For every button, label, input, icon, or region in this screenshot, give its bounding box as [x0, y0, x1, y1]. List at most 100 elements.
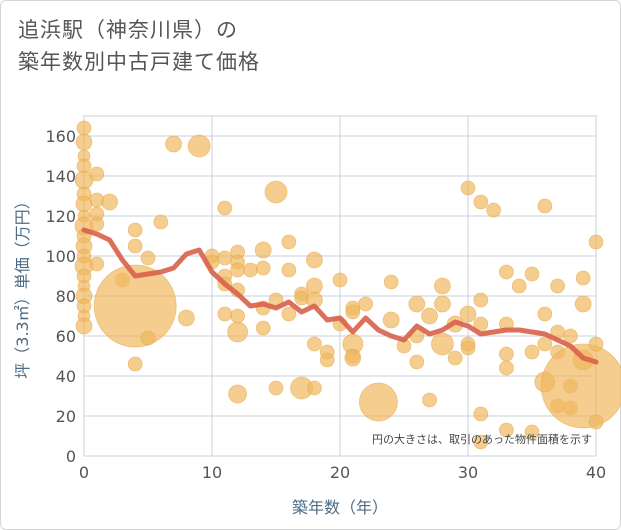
data-bubble — [165, 135, 183, 153]
y-tick-label: 140 — [45, 167, 76, 186]
data-bubble — [89, 216, 105, 232]
y-tick-label: 80 — [56, 287, 76, 306]
data-bubble — [89, 166, 105, 182]
y-tick-label: 0 — [66, 447, 76, 466]
x-tick-label: 10 — [202, 463, 222, 482]
data-bubble — [101, 193, 118, 211]
chart-title-line1: 追浜駅（神奈川県）の — [18, 18, 238, 42]
data-bubble — [217, 200, 233, 216]
data-bubble — [93, 264, 177, 348]
data-bubble — [588, 414, 604, 430]
data-bubble — [408, 295, 426, 313]
y-tick-label: 40 — [56, 367, 76, 386]
x-tick-label: 40 — [586, 463, 606, 482]
data-bubble — [153, 214, 169, 230]
grid-lines — [83, 115, 597, 457]
x-tick-label: 0 — [79, 463, 89, 482]
data-bubble — [575, 270, 591, 286]
data-bubble — [254, 241, 272, 259]
y-tick-label: 120 — [45, 207, 76, 226]
data-bubble — [588, 336, 604, 352]
data-bubble — [75, 133, 93, 151]
data-bubble — [430, 332, 454, 356]
trend-line-layer — [81, 227, 599, 365]
data-bubble — [421, 307, 439, 325]
data-bubble — [498, 346, 514, 362]
data-bubble — [255, 320, 271, 336]
data-bubble — [217, 306, 233, 322]
y-tick-label: 100 — [45, 247, 76, 266]
data-bubble — [540, 343, 621, 429]
data-bubble — [498, 264, 514, 280]
data-bubble — [281, 306, 297, 322]
data-bubble — [187, 134, 211, 158]
data-bubble — [409, 354, 425, 370]
bubble-size-note: 円の大きさは、取引のあった物件面積を示す — [372, 432, 592, 446]
data-bubble — [524, 266, 540, 282]
data-bubble — [344, 349, 362, 367]
data-bubble — [255, 260, 271, 276]
data-bubble — [473, 406, 489, 422]
data-bubble — [383, 274, 399, 290]
data-bubble — [140, 330, 156, 346]
y-tick-label: 60 — [56, 327, 76, 346]
x-tick-label: 30 — [458, 463, 478, 482]
data-bubble — [433, 295, 451, 313]
data-bubble — [358, 296, 374, 312]
data-bubble — [140, 250, 156, 266]
data-bubble — [574, 295, 592, 313]
data-bubble — [550, 278, 565, 294]
data-bubble — [433, 277, 451, 295]
bubble-layer — [74, 120, 621, 450]
data-bubble — [460, 340, 476, 356]
data-bubble — [127, 222, 143, 238]
data-bubble — [511, 278, 527, 294]
y-tick-label: 20 — [56, 407, 76, 426]
data-bubble — [358, 382, 398, 422]
data-bubble — [76, 120, 92, 136]
y-axis-title: 坪（3.3㎡）単価（万円） — [13, 193, 32, 378]
data-bubble — [524, 344, 540, 360]
x-tick-label: 20 — [330, 463, 350, 482]
data-bubble — [459, 305, 477, 323]
average-price-trend-line — [81, 227, 599, 365]
data-bubble — [264, 180, 288, 204]
data-bubble — [332, 272, 348, 288]
data-bubble — [473, 434, 489, 450]
data-bubble — [537, 198, 553, 214]
data-bubble — [306, 336, 322, 352]
x-axis-title: 築年数（年） — [292, 498, 388, 517]
data-bubble — [127, 356, 143, 372]
data-bubble — [306, 380, 322, 396]
data-bubble — [268, 380, 284, 396]
data-bubble — [89, 256, 105, 272]
data-bubble — [305, 251, 323, 269]
data-bubble — [460, 180, 476, 196]
data-bubble — [473, 194, 489, 210]
data-bubble — [227, 321, 249, 343]
data-bubble — [75, 317, 93, 335]
data-bubble — [447, 350, 463, 366]
data-bubble — [563, 328, 578, 344]
data-bubble — [486, 202, 502, 218]
data-bubble — [230, 308, 246, 324]
chart-title-line2: 築年数別中古戸建て価格 — [18, 50, 260, 74]
data-bubble — [281, 262, 297, 278]
data-bubble — [281, 234, 297, 250]
data-bubble — [230, 262, 246, 278]
data-bubble — [588, 234, 604, 250]
data-bubble — [537, 336, 553, 352]
data-bubble — [382, 311, 400, 329]
data-bubble — [228, 384, 248, 404]
data-bubble — [498, 360, 514, 376]
data-bubble — [498, 422, 514, 438]
y-tick-label: 160 — [45, 127, 76, 146]
data-bubble — [177, 309, 195, 327]
data-bubble — [473, 316, 489, 332]
data-bubble — [422, 392, 438, 408]
data-bubble — [524, 424, 540, 440]
chart-title: 追浜駅（神奈川県）の 築年数別中古戸建て価格 — [18, 14, 260, 78]
data-bubble — [242, 262, 258, 278]
data-bubble — [127, 238, 143, 254]
